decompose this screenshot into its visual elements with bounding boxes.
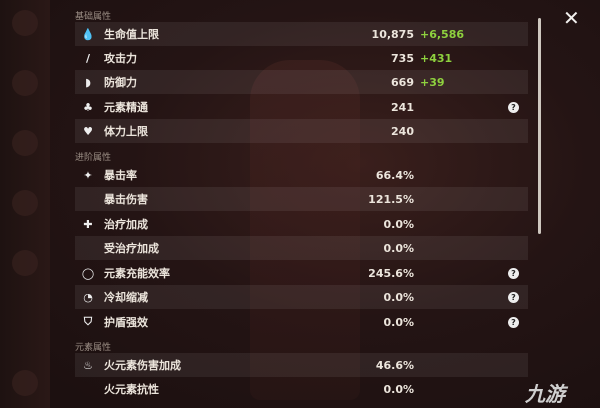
defense-icon: ◗ [85, 75, 91, 89]
stamina-icon: ♥ [83, 124, 93, 138]
section-base: 基础属性 [75, 12, 112, 22]
help-icon[interactable]: ? [508, 101, 519, 113]
energy-recharge-icon: ◯ [81, 266, 95, 280]
stat-label: 元素精通 [104, 101, 148, 114]
stat-label: 护盾强效 [104, 316, 148, 329]
stat-row: / 攻击力 735 +431 [75, 46, 528, 70]
stat-value: 46.6% [375, 358, 414, 372]
stat-label: 火元素伤害加成 [104, 359, 181, 372]
section-advanced: 进阶属性 [75, 153, 112, 163]
section-element: 元素属性 [75, 343, 112, 353]
elemental-mastery-icon: ♣ [83, 100, 93, 114]
crit-rate-icon: ✦ [83, 168, 93, 182]
hp-icon: 💧 [81, 27, 95, 41]
stat-value: 10,875 [371, 27, 414, 41]
stat-value: 0.0% [383, 382, 414, 396]
cd-reduction-icon: ◔ [83, 290, 93, 304]
help-icon[interactable]: ? [508, 316, 519, 328]
stat-row: ◯ 元素充能效率 245.6%? [75, 261, 528, 285]
stat-label: 冷却缩减 [104, 291, 148, 304]
stat-row: 受治疗加成 0.0% [75, 236, 528, 260]
stat-value: 66.4% [375, 168, 414, 182]
stat-value: 241 [391, 100, 414, 114]
stat-value: 0.0% [383, 241, 414, 255]
help-icon[interactable]: ? [508, 291, 519, 303]
stat-label: 体力上限 [104, 125, 148, 138]
stat-row: ✚ 治疗加成 0.0% [75, 212, 528, 236]
stat-value: 0.0% [383, 217, 414, 231]
stat-value: 0.0% [383, 315, 414, 329]
healing-bonus-icon: ✚ [83, 217, 93, 231]
stat-value: 669 [391, 75, 414, 89]
pyro-icon: ♨ [83, 358, 93, 372]
stat-bonus: +6,586 [420, 27, 465, 41]
stat-label: 生命值上限 [104, 28, 159, 41]
stat-label: 攻击力 [104, 52, 137, 65]
stat-value: 245.6% [368, 266, 414, 280]
stat-label: 治疗加成 [104, 218, 148, 231]
character-silhouette [250, 60, 360, 400]
scrollbar[interactable] [538, 18, 541, 234]
close-button[interactable]: ✕ [563, 6, 580, 30]
stat-label: 暴击率 [104, 169, 137, 182]
stat-value: 121.5% [368, 192, 414, 206]
stat-row: ✦ 暴击率 66.4% [75, 163, 528, 187]
stat-label: 暴击伤害 [104, 193, 148, 206]
attack-icon: / [85, 51, 91, 65]
stat-label: 元素充能效率 [104, 267, 170, 280]
character-sidebar [0, 0, 50, 408]
stat-value: 240 [391, 124, 414, 138]
stat-value: 735 [391, 51, 414, 65]
stat-row: ◗ 防御力 669 +39 [75, 70, 528, 94]
stat-label: 防御力 [104, 76, 137, 89]
stat-row: ♣ 元素精通 241? [75, 95, 528, 119]
stat-label: 受治疗加成 [104, 242, 159, 255]
watermark-logo: 九游 [525, 382, 565, 406]
stat-bonus: +39 [420, 75, 445, 89]
stat-bonus: +431 [420, 51, 453, 65]
stat-row: 暴击伤害 121.5% [75, 187, 528, 211]
stat-row: 💧 生命值上限 10,875 +6,586 [75, 22, 528, 46]
stat-value: 0.0% [383, 290, 414, 304]
stat-row: ♨ 火元素伤害加成 46.6% [75, 353, 528, 377]
help-icon[interactable]: ? [508, 267, 519, 279]
stat-row: ⛉ 护盾强效 0.0%? [75, 310, 528, 334]
shield-strength-icon: ⛉ [83, 315, 93, 328]
stat-label: 火元素抗性 [104, 383, 159, 396]
stat-row: ◔ 冷却缩减 0.0%? [75, 285, 528, 309]
stat-row: ♥ 体力上限 240 [75, 119, 528, 143]
stat-row: 火元素抗性 0.0% [75, 377, 528, 401]
